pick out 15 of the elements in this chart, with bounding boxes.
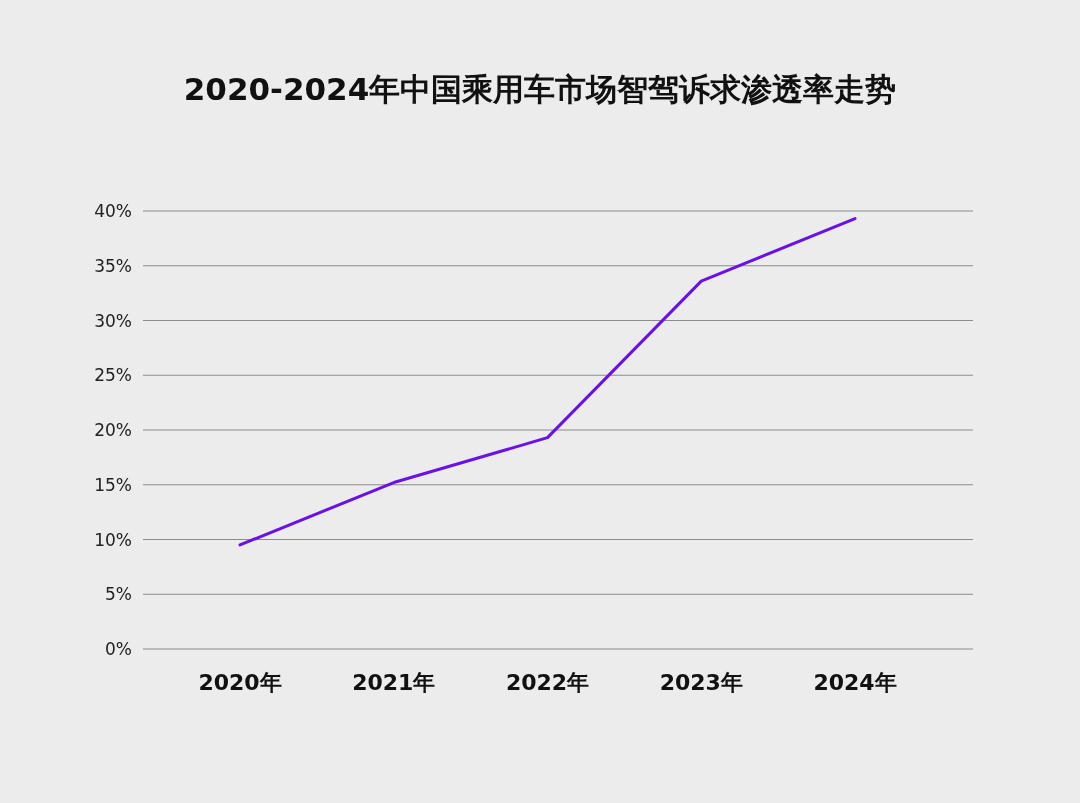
- ytick: 35%: [94, 255, 132, 276]
- xtick: 2022年: [505, 670, 590, 695]
- ytick: 5%: [105, 584, 132, 605]
- ytick: 25%: [94, 365, 132, 386]
- ytick: 30%: [94, 310, 132, 331]
- ytick: 20%: [94, 420, 132, 440]
- ytick: 15%: [94, 474, 132, 495]
- ytick: 0%: [105, 639, 132, 659]
- xtick: 2020年: [198, 670, 282, 695]
- ytick: 10%: [94, 529, 132, 550]
- ytick: 40%: [94, 201, 132, 221]
- xtick: 2023年: [659, 670, 743, 695]
- xtick: 2021年: [352, 670, 436, 695]
- xtick: 2024年: [813, 670, 897, 695]
- title: 2020-2024年中国乘用车市场智驾诉求渗透率走势: [183, 71, 897, 107]
